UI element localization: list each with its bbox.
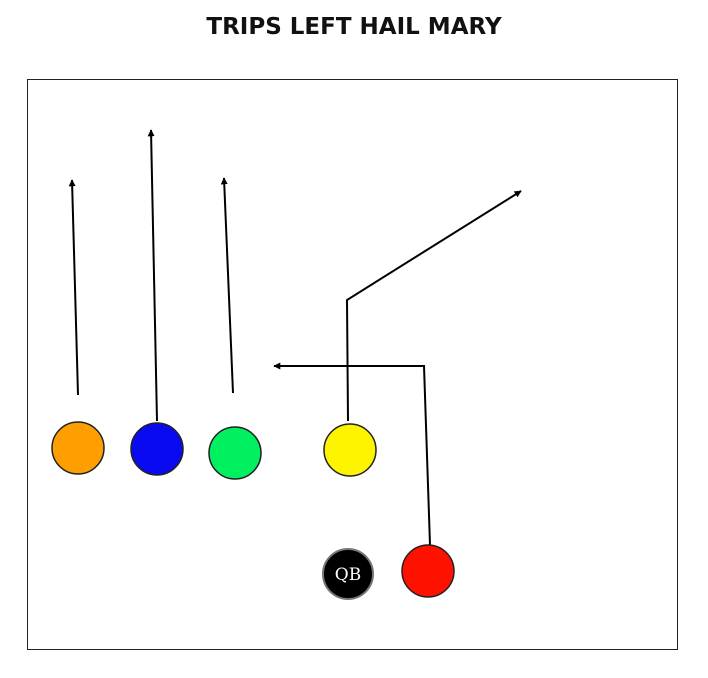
- players: QB: [51, 421, 455, 600]
- route-yellow-corner: [345, 190, 522, 422]
- play-title: TRIPS LEFT HAIL MARY: [206, 14, 502, 40]
- route-blue-go: [147, 129, 158, 422]
- routes: [68, 129, 522, 546]
- player-green: [208, 426, 262, 480]
- route-green-go: [220, 177, 234, 394]
- player-red: [401, 544, 455, 598]
- player-qb: [322, 548, 374, 600]
- route-red-crossing: [273, 362, 431, 546]
- qb-label: QB: [335, 565, 361, 585]
- player-orange: [51, 421, 105, 475]
- player-blue: [130, 422, 184, 476]
- player-yellow: [323, 423, 377, 477]
- route-orange-go: [68, 179, 79, 396]
